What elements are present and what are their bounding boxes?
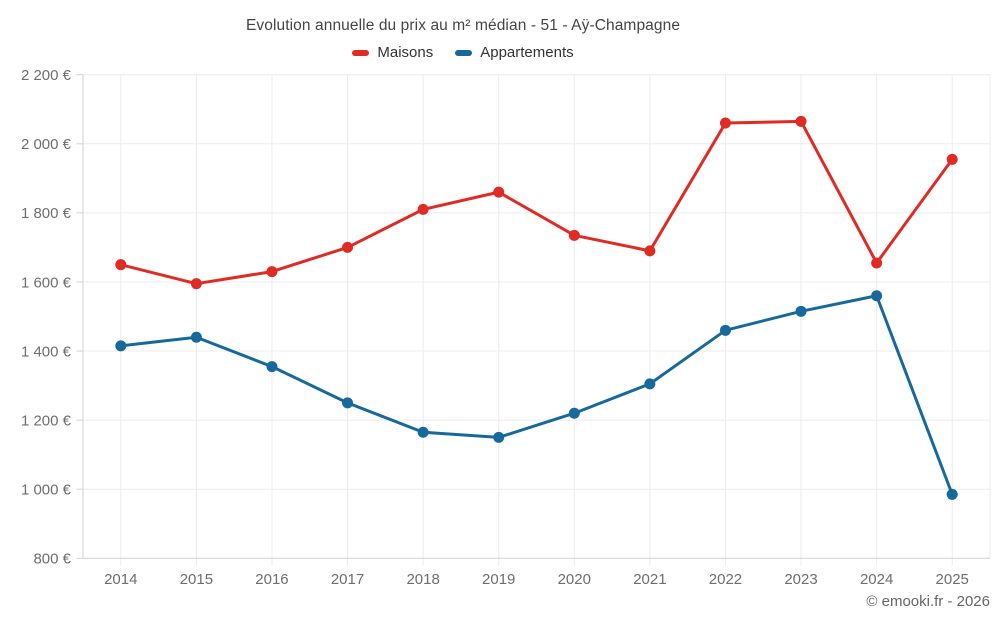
x-tick-label: 2016 xyxy=(255,571,288,588)
y-tick-label: 1 000 € xyxy=(21,482,72,499)
data-point-appartements-2018[interactable] xyxy=(417,426,429,438)
appartements-series-swatch-icon xyxy=(455,49,473,56)
y-tick-label: 2 000 € xyxy=(21,136,72,153)
data-point-maisons-2014[interactable] xyxy=(115,259,127,271)
data-point-maisons-2020[interactable] xyxy=(568,229,580,241)
legend-item-maisons[interactable]: Maisons xyxy=(352,44,433,61)
data-point-maisons-2022[interactable] xyxy=(719,117,731,129)
chart-header: Evolution annuelle du prix au m² médian … xyxy=(0,0,926,61)
x-tick-label: 2018 xyxy=(406,571,439,588)
data-point-appartements-2017[interactable] xyxy=(342,397,354,409)
data-point-maisons-2023[interactable] xyxy=(795,115,807,127)
y-tick-label: 1 800 € xyxy=(21,205,72,222)
data-point-maisons-2015[interactable] xyxy=(190,278,202,290)
x-tick-label: 2020 xyxy=(558,571,591,588)
data-point-maisons-2024[interactable] xyxy=(871,257,883,269)
legend-label-maisons: Maisons xyxy=(377,44,434,61)
data-point-appartements-2024[interactable] xyxy=(871,290,883,302)
series-line-appartements xyxy=(119,294,954,496)
copyright-text: © emooki.fr - 2026 xyxy=(866,593,990,610)
legend-label-appartements: Appartements xyxy=(480,44,574,61)
x-tick-label: 2025 xyxy=(936,571,969,588)
x-tick-label: 2017 xyxy=(331,571,364,588)
y-tick-label: 1 200 € xyxy=(21,412,72,429)
y-tick-label: 2 200 € xyxy=(21,67,72,84)
data-point-appartements-2021[interactable] xyxy=(644,378,656,390)
y-tick-label: 1 600 € xyxy=(21,274,72,291)
series-line-maisons xyxy=(119,119,954,286)
chart-legend: Maisons Appartements xyxy=(0,44,926,61)
data-point-maisons-2018[interactable] xyxy=(417,203,429,215)
data-point-appartements-2023[interactable] xyxy=(795,305,807,317)
legend-item-appartements[interactable]: Appartements xyxy=(455,44,574,61)
x-tick-label: 2019 xyxy=(482,571,515,588)
data-point-appartements-2020[interactable] xyxy=(568,407,580,419)
maisons-series-swatch-icon xyxy=(352,49,370,56)
y-tick-label: 800 € xyxy=(33,551,71,568)
data-point-maisons-2019[interactable] xyxy=(493,186,505,198)
page-title: Evolution annuelle du prix au m² médian … xyxy=(245,17,681,34)
data-point-appartements-2025[interactable] xyxy=(946,488,958,500)
x-tick-label: 2014 xyxy=(104,571,137,588)
data-point-maisons-2025[interactable] xyxy=(946,153,958,165)
x-tick-label: 2022 xyxy=(709,571,742,588)
data-point-appartements-2022[interactable] xyxy=(719,324,731,336)
x-tick-label: 2015 xyxy=(180,571,213,588)
data-point-maisons-2016[interactable] xyxy=(266,266,278,278)
data-point-maisons-2021[interactable] xyxy=(644,245,656,257)
y-tick-label: 1 400 € xyxy=(21,343,72,360)
data-point-appartements-2014[interactable] xyxy=(115,340,127,352)
data-point-appartements-2016[interactable] xyxy=(266,361,278,373)
x-tick-label: 2021 xyxy=(633,571,666,588)
data-point-maisons-2017[interactable] xyxy=(342,241,354,253)
x-tick-label: 2023 xyxy=(784,571,817,588)
data-point-appartements-2019[interactable] xyxy=(493,431,505,443)
x-tick-label: 2024 xyxy=(860,571,893,588)
data-point-appartements-2015[interactable] xyxy=(190,331,202,343)
